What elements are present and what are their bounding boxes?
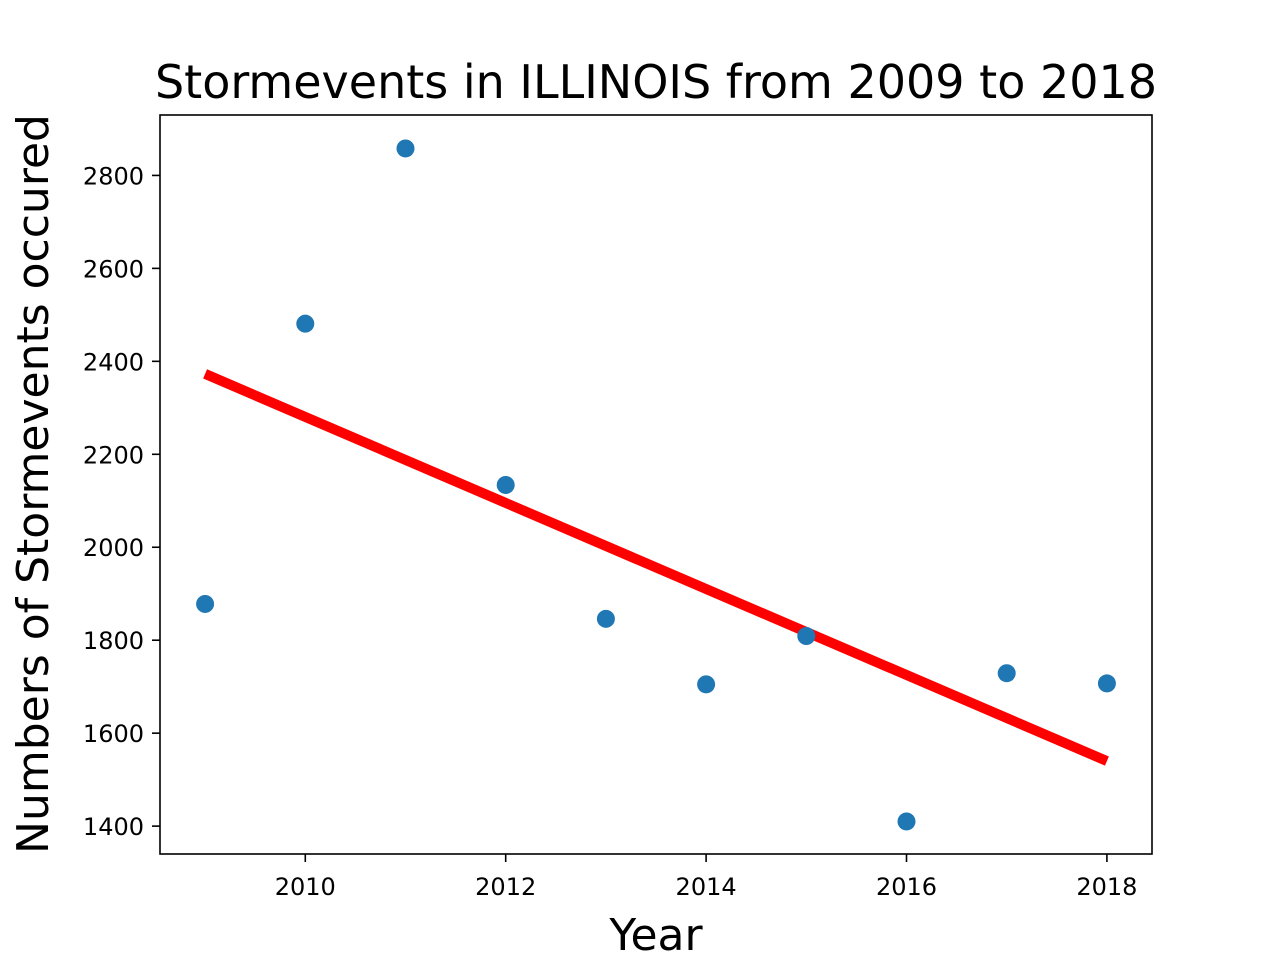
scatter-point [496,475,515,494]
x-tick-label: 2018 [1076,873,1137,901]
scatter-point [196,594,215,613]
y-tick-label: 1600 [83,720,144,748]
scatter-point [596,609,615,628]
scatter-points-layer [196,139,1116,831]
y-tick-label: 2400 [83,348,144,376]
y-tick-label: 1800 [83,627,144,655]
scatter-point [396,139,415,158]
chart-title: Stormevents in ILLINOIS from 2009 to 201… [155,55,1157,109]
x-axis-label: Year [608,910,703,960]
x-axis-ticks: 2010 2012 2014 2016 2018 [275,854,1137,901]
trend-line-layer [203,369,1109,766]
plot-area [159,114,1153,855]
scatter-point [897,812,916,831]
y-tick-label: 1400 [83,813,144,841]
y-tick-label: 2600 [83,255,144,283]
y-tick-label: 2800 [83,162,144,190]
y-axis-label: Numbers of Stormevents occured [8,114,59,854]
trend-line [203,369,1109,766]
x-tick-label: 2014 [676,873,737,901]
scatter-point [997,664,1016,683]
y-tick-label: 2200 [83,441,144,469]
scatter-point [296,314,315,333]
scatter-point [1097,674,1116,693]
x-tick-label: 2012 [475,873,536,901]
x-tick-label: 2016 [876,873,937,901]
scatter-point [697,675,716,694]
y-tick-label: 2000 [83,534,144,562]
axes-frame [159,114,1153,855]
x-tick-label: 2010 [275,873,336,901]
y-axis-ticks: 1400 1600 1800 2000 2200 2400 2600 2800 [83,162,160,841]
scatter-point [797,627,816,646]
